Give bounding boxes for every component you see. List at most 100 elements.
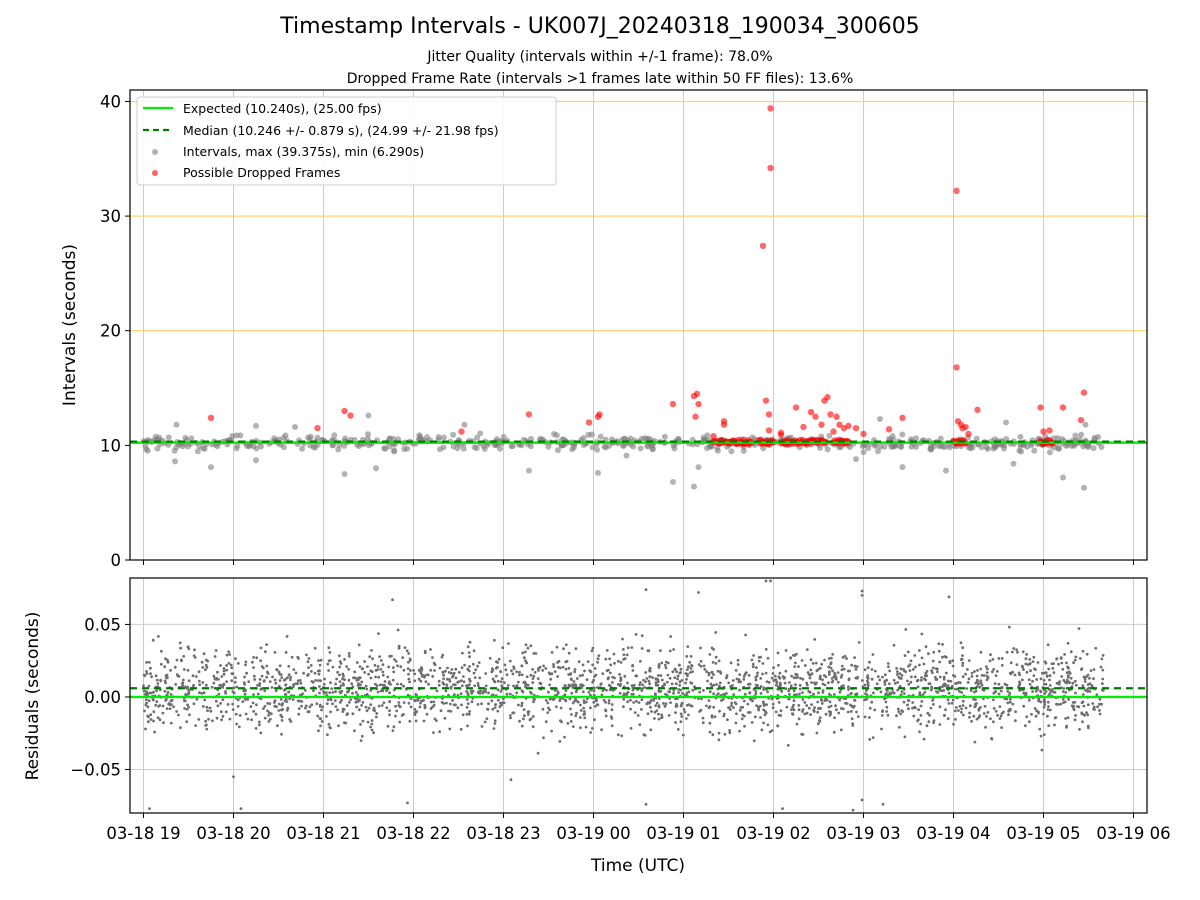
residual-point — [353, 676, 357, 680]
residual-point — [198, 683, 202, 687]
residual-point — [1006, 701, 1010, 705]
interval-point — [875, 448, 881, 455]
interval-point — [554, 447, 561, 454]
residual-point — [413, 713, 417, 716]
residual-point — [521, 690, 525, 694]
residual-point — [574, 683, 578, 687]
residual-point — [1015, 648, 1018, 652]
residual-point — [1039, 689, 1042, 693]
residual-point — [607, 701, 611, 705]
residual-point — [499, 670, 503, 674]
residual-point — [840, 673, 844, 677]
residual-point — [857, 641, 861, 644]
residual-point — [721, 693, 725, 696]
residual-point — [754, 690, 758, 693]
residual-point — [790, 674, 793, 678]
residual-point — [227, 650, 231, 654]
residual-point — [1088, 682, 1092, 686]
residual-point — [448, 727, 452, 731]
residual-point — [319, 687, 323, 691]
interval-point — [585, 431, 592, 438]
residual-point — [850, 717, 854, 721]
residual-point — [604, 714, 608, 718]
residual-point — [925, 669, 929, 673]
residual-point — [827, 657, 831, 660]
interval-point — [913, 435, 919, 442]
residual-point — [737, 680, 741, 684]
residual-point — [439, 709, 443, 713]
residual-point — [433, 663, 437, 667]
residual-point — [392, 670, 396, 674]
residual-point — [751, 665, 755, 669]
residual-point — [215, 716, 219, 720]
legend-dropped-swatch — [152, 170, 158, 176]
residual-point — [892, 643, 896, 647]
residual-point — [299, 681, 303, 685]
residual-point — [851, 724, 855, 727]
residual-point — [515, 670, 518, 674]
residual-point — [881, 802, 885, 806]
residual-point — [463, 663, 466, 667]
residual-point — [639, 681, 642, 684]
interval-point — [335, 446, 342, 453]
residual-point — [233, 680, 237, 684]
residual-point — [493, 638, 496, 642]
residual-point — [1101, 677, 1105, 681]
residual-point — [715, 683, 718, 686]
residual-point — [466, 724, 469, 728]
residual-point — [334, 690, 337, 693]
residual-point — [445, 701, 448, 705]
residual-point — [813, 681, 816, 685]
residual-point — [402, 684, 405, 688]
residual-point — [265, 664, 269, 668]
residual-point — [1005, 650, 1009, 654]
residual-point — [995, 670, 999, 673]
residual-point — [142, 684, 145, 688]
residual-point — [805, 711, 809, 715]
residual-point — [1081, 693, 1085, 696]
residual-point — [1100, 702, 1103, 706]
residual-point — [234, 657, 237, 661]
residual-point — [431, 675, 435, 678]
residual-point — [629, 727, 633, 730]
residual-point — [732, 693, 736, 697]
residual-point — [798, 684, 802, 687]
interval-point — [436, 446, 443, 453]
residual-point — [738, 673, 742, 676]
residual-point — [337, 654, 341, 658]
residual-point — [604, 657, 608, 661]
residual-point — [300, 704, 303, 708]
residual-point — [920, 632, 924, 636]
residual-point — [870, 700, 874, 704]
residual-point — [534, 652, 538, 655]
residual-point — [663, 705, 667, 708]
residual-point — [923, 677, 926, 681]
residual-point — [285, 700, 289, 703]
residual-point — [193, 648, 196, 652]
interval-point — [299, 445, 306, 452]
residual-point — [1080, 701, 1084, 705]
residual-point — [1029, 669, 1032, 673]
residual-point — [175, 710, 179, 713]
residual-point — [184, 693, 188, 696]
residual-point — [220, 718, 224, 722]
residual-point — [1039, 700, 1043, 704]
residual-point — [532, 674, 536, 678]
residual-point — [453, 683, 457, 687]
residual-point — [734, 669, 738, 672]
residual-point — [165, 707, 169, 710]
residual-point — [317, 659, 320, 662]
residual-point — [555, 705, 558, 709]
residual-point — [714, 631, 718, 634]
residual-point — [322, 690, 325, 694]
residual-point — [1048, 708, 1052, 712]
residual-point — [310, 680, 314, 683]
residual-point — [676, 677, 679, 681]
residual-point — [997, 692, 1001, 696]
residual-point — [394, 714, 397, 718]
residual-point — [918, 691, 922, 695]
residual-point — [542, 664, 545, 668]
residual-point — [406, 801, 409, 805]
residual-point — [541, 707, 545, 711]
residual-point — [810, 681, 813, 684]
